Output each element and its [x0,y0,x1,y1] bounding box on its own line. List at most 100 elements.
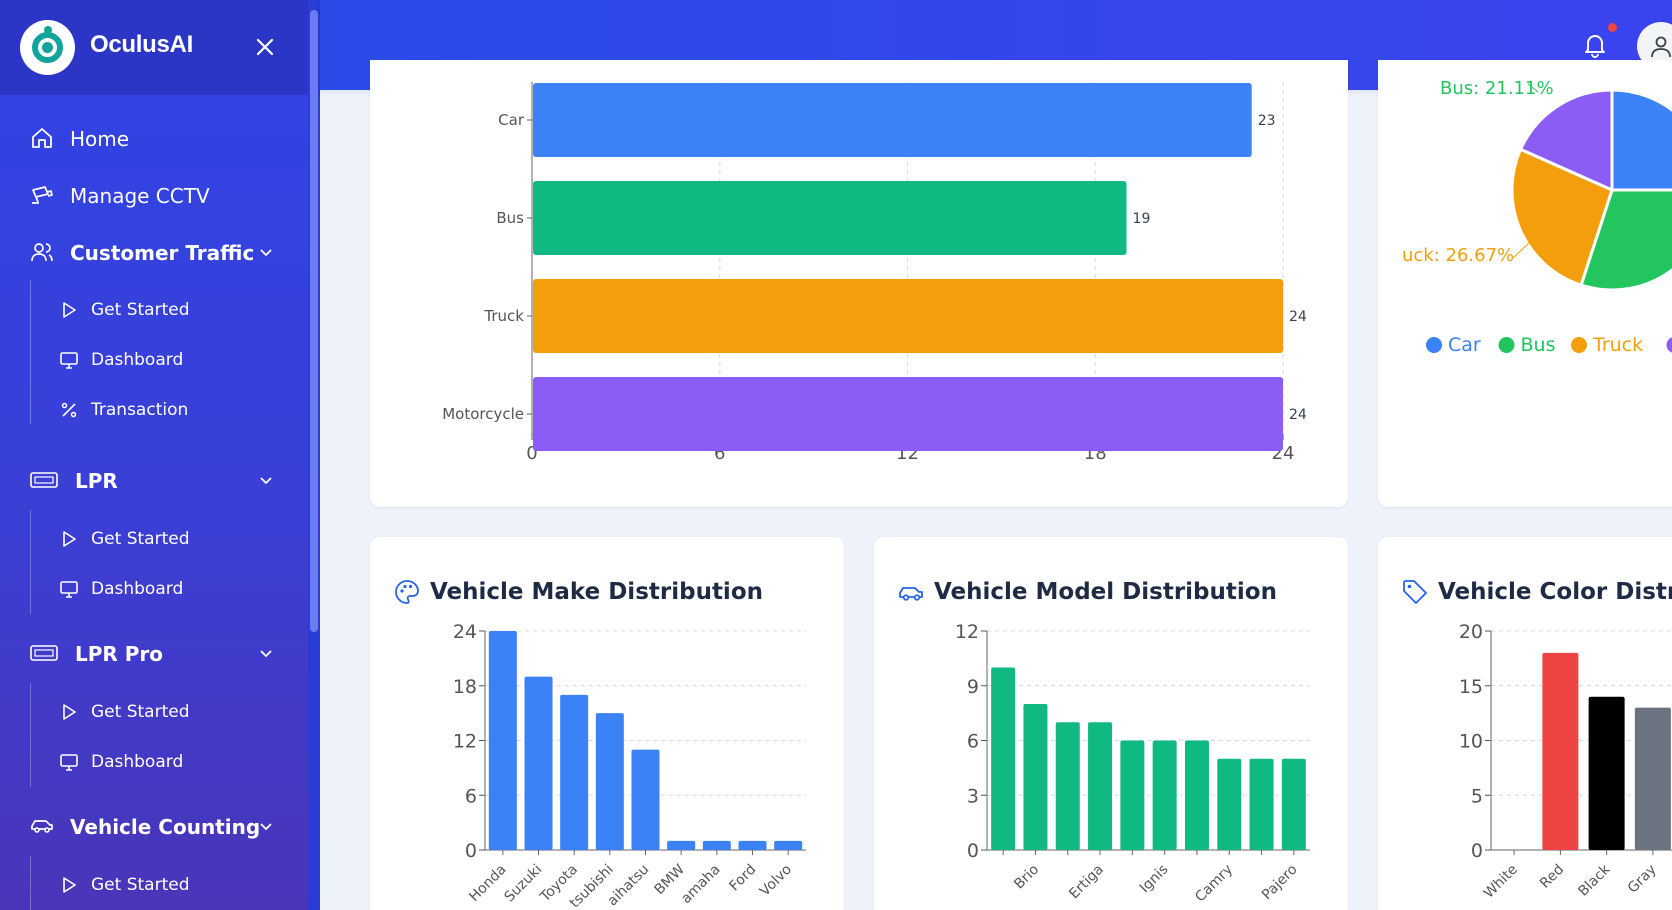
sidebar-scrollbar-thumb[interactable] [310,10,318,632]
legend-marker [1666,337,1672,353]
pie-slice [1518,88,1614,193]
sidebar-subitem-customer-get-started[interactable]: Get Started [0,293,300,327]
bar [595,713,624,850]
y-tick-label: 18 [453,676,477,698]
vehicle-model-bar-chart: 0 3 6 9 12 Brio Ertiga Ignis Camry Pajero [955,621,1310,906]
license-plate-icon [30,472,58,488]
x-tick-label: Suzuki [501,862,545,906]
cctv-icon [32,186,53,204]
x-tick-label: Honda [466,862,509,905]
user-icon [1651,36,1671,58]
x-tick-label: Pajero [1259,862,1301,904]
monitor-icon [60,754,78,771]
chevron-down-icon [260,249,272,257]
sidebar-item-lpr[interactable]: LPR [0,460,300,500]
pie-label-line [1512,241,1531,259]
y-tick-label: 0 [1471,840,1483,862]
bar [991,667,1016,850]
sidebar-subitem-lpr-get-started[interactable]: Get Started [0,522,300,556]
sidebar-subitem-customer-dashboard[interactable]: Dashboard [0,343,300,377]
data-label: 24 [1289,309,1307,325]
chevron-down-icon [260,823,272,831]
vehicle-type-pie-card: Bus: 21.11% uck: 26.67% Car Bus Truck [1378,60,1672,507]
x-tick-label: Brio [1011,862,1042,893]
sidebar-subitem-label: Dashboard [91,752,184,772]
tag-icon [1403,580,1427,604]
bar [1217,758,1242,850]
sidebar-item-label: LPR [75,469,118,493]
x-tick-label: Black [1575,861,1614,900]
bell-icon[interactable] [1582,32,1608,58]
sidebar-subitem-lpr-dashboard[interactable]: Dashboard [0,572,300,606]
bar [488,631,517,850]
x-tick-label: Volvo [757,862,795,900]
y-tick-label: Car [498,111,525,129]
legend-label: Truck [1592,334,1643,356]
legend-marker [1498,337,1515,353]
y-tick-label: 12 [955,621,979,643]
sidebar-item-home[interactable]: Home [0,118,300,158]
close-sidebar-button[interactable] [254,36,276,58]
x-tick-label: Red [1537,862,1567,892]
vehicle-type-pie-chart: Bus: 21.11% uck: 26.67% Car Bus Truck [1402,78,1672,356]
x-tick-label: 6 [714,443,725,464]
x-tick-label: 0 [526,443,537,464]
y-tick-label: 6 [465,785,477,807]
play-icon [63,531,76,547]
x-tick-label: Ford [726,862,759,895]
bar [560,694,589,850]
sidebar-subitem-lprpro-dashboard[interactable]: Dashboard [0,745,300,779]
bar [667,840,696,850]
sidebar-item-label: Home [70,127,130,151]
sidebar-item-label: Manage CCTV [70,184,210,208]
sidebar-item-vehicle-counting[interactable]: Vehicle Counting [0,806,300,846]
bar [1249,758,1274,850]
car-icon [31,820,53,833]
sidebar-subitem-counting-get-started[interactable]: Get Started [0,868,300,902]
oculusai-logo [20,20,75,75]
y-tick-label: 0 [967,840,979,862]
y-tick-label: 3 [967,785,979,807]
bar [1588,696,1625,850]
x-tick-label: amaha [678,862,723,907]
sidebar-item-lpr-pro[interactable]: LPR Pro [0,633,300,673]
bar [1088,722,1113,850]
play-icon [63,877,76,893]
app-name: OculusAI [90,31,193,58]
bar [1281,758,1306,850]
notification-badge [1608,23,1617,32]
legend-label: Bus [1521,334,1556,356]
y-tick-label: 6 [967,731,979,753]
y-tick-label: Bus [496,209,524,227]
bar [533,83,1252,157]
bar [1152,740,1177,850]
sidebar-item-label: LPR Pro [75,642,164,666]
users-icon [31,243,53,262]
vehicle-model-card: Vehicle Model Distribution 0 3 6 9 12 Brio Ert… [874,537,1348,910]
percent-icon [61,402,77,418]
monitor-icon [60,581,78,598]
x-tick-label: Ignis [1137,862,1172,897]
y-tick-label: 12 [453,731,477,753]
bar [1634,707,1671,850]
y-tick-label: Truck [483,307,524,325]
sidebar-subitem-label: Get Started [91,529,190,549]
y-tick-label: 10 [1459,731,1483,753]
palette-icon [395,580,419,604]
vehicle-make-bar-chart: 06121824HondaSuzukiToyotatsubishiaihatsu… [453,621,806,910]
bar [738,840,767,850]
sidebar-subitem-label: Dashboard [91,579,184,599]
card-title: Vehicle Make Distribution [430,579,763,605]
pie-slice [1610,88,1672,192]
sidebar-subitem-customer-transaction[interactable]: Transaction [0,393,300,427]
y-tick-label: 9 [967,676,979,698]
car-icon [899,587,923,601]
sidebar-subitem-lprpro-get-started[interactable]: Get Started [0,695,300,729]
sidebar-item-customer-traffic[interactable]: Customer Traffic [0,232,300,272]
x-tick-label: Camry [1192,862,1236,906]
bar [1055,722,1080,850]
monitor-icon [60,352,78,369]
bar [533,181,1127,255]
sidebar-item-manage-cctv[interactable]: Manage CCTV [0,175,300,215]
